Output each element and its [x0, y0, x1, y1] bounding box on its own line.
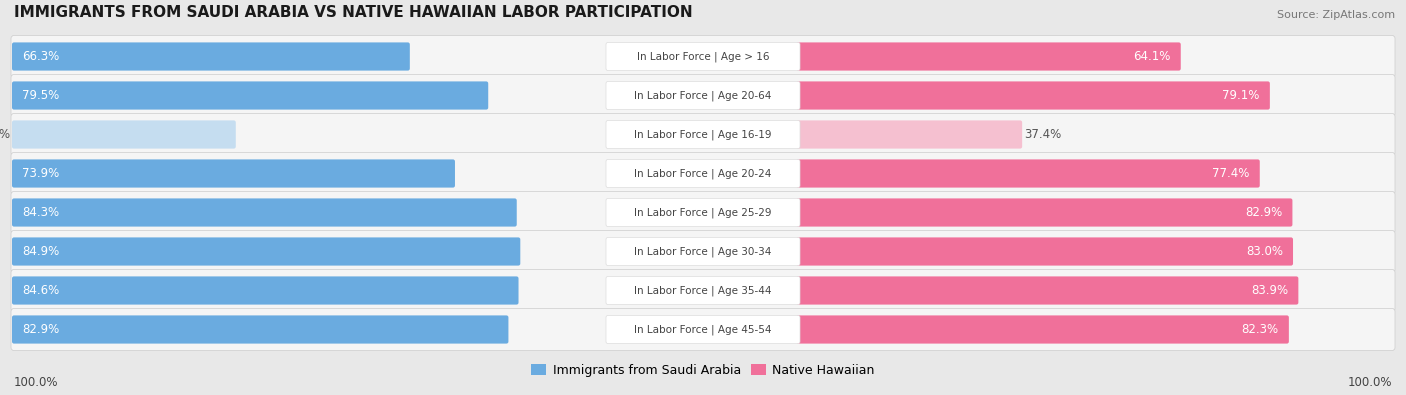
FancyBboxPatch shape: [13, 160, 456, 188]
FancyBboxPatch shape: [606, 237, 800, 265]
Text: 84.9%: 84.9%: [22, 245, 59, 258]
Text: 82.9%: 82.9%: [1246, 206, 1282, 219]
Text: 79.5%: 79.5%: [22, 89, 59, 102]
Text: 79.1%: 79.1%: [1222, 89, 1260, 102]
FancyBboxPatch shape: [796, 120, 1022, 149]
Text: In Labor Force | Age 20-64: In Labor Force | Age 20-64: [634, 90, 772, 101]
Text: 100.0%: 100.0%: [1347, 376, 1392, 389]
Text: 82.9%: 82.9%: [22, 323, 59, 336]
Text: 64.1%: 64.1%: [1133, 50, 1171, 63]
FancyBboxPatch shape: [11, 152, 1395, 194]
Text: 77.4%: 77.4%: [1212, 167, 1250, 180]
Text: 83.9%: 83.9%: [1251, 284, 1288, 297]
Text: In Labor Force | Age > 16: In Labor Force | Age > 16: [637, 51, 769, 62]
FancyBboxPatch shape: [796, 198, 1292, 227]
Text: Source: ZipAtlas.com: Source: ZipAtlas.com: [1277, 10, 1395, 20]
Text: In Labor Force | Age 25-29: In Labor Force | Age 25-29: [634, 207, 772, 218]
FancyBboxPatch shape: [796, 160, 1260, 188]
Text: 83.0%: 83.0%: [1246, 245, 1284, 258]
FancyBboxPatch shape: [13, 276, 519, 305]
Text: 84.3%: 84.3%: [22, 206, 59, 219]
FancyBboxPatch shape: [13, 42, 409, 71]
Text: In Labor Force | Age 35-44: In Labor Force | Age 35-44: [634, 285, 772, 296]
Text: 37.0%: 37.0%: [0, 128, 10, 141]
Text: In Labor Force | Age 45-54: In Labor Force | Age 45-54: [634, 324, 772, 335]
FancyBboxPatch shape: [13, 237, 520, 265]
FancyBboxPatch shape: [11, 308, 1395, 350]
FancyBboxPatch shape: [13, 81, 488, 109]
FancyBboxPatch shape: [796, 316, 1289, 344]
FancyBboxPatch shape: [606, 316, 800, 344]
FancyBboxPatch shape: [606, 198, 800, 227]
Text: 37.4%: 37.4%: [1024, 128, 1062, 141]
Text: In Labor Force | Age 16-19: In Labor Force | Age 16-19: [634, 129, 772, 140]
FancyBboxPatch shape: [796, 276, 1298, 305]
FancyBboxPatch shape: [796, 237, 1294, 265]
FancyBboxPatch shape: [796, 81, 1270, 109]
FancyBboxPatch shape: [606, 160, 800, 188]
Text: 82.3%: 82.3%: [1241, 323, 1279, 336]
FancyBboxPatch shape: [11, 75, 1395, 117]
FancyBboxPatch shape: [606, 81, 800, 109]
FancyBboxPatch shape: [11, 36, 1395, 77]
FancyBboxPatch shape: [13, 198, 517, 227]
Text: 66.3%: 66.3%: [22, 50, 59, 63]
FancyBboxPatch shape: [606, 42, 800, 71]
FancyBboxPatch shape: [13, 120, 236, 149]
Text: In Labor Force | Age 30-34: In Labor Force | Age 30-34: [634, 246, 772, 257]
Text: In Labor Force | Age 20-24: In Labor Force | Age 20-24: [634, 168, 772, 179]
Text: 73.9%: 73.9%: [22, 167, 59, 180]
FancyBboxPatch shape: [606, 276, 800, 305]
FancyBboxPatch shape: [11, 269, 1395, 312]
FancyBboxPatch shape: [11, 113, 1395, 156]
FancyBboxPatch shape: [11, 192, 1395, 233]
Text: 84.6%: 84.6%: [22, 284, 59, 297]
Text: 100.0%: 100.0%: [14, 376, 59, 389]
FancyBboxPatch shape: [13, 316, 509, 344]
Legend: Immigrants from Saudi Arabia, Native Hawaiian: Immigrants from Saudi Arabia, Native Haw…: [531, 364, 875, 377]
FancyBboxPatch shape: [796, 42, 1181, 71]
FancyBboxPatch shape: [11, 231, 1395, 273]
FancyBboxPatch shape: [606, 120, 800, 149]
Text: IMMIGRANTS FROM SAUDI ARABIA VS NATIVE HAWAIIAN LABOR PARTICIPATION: IMMIGRANTS FROM SAUDI ARABIA VS NATIVE H…: [14, 5, 693, 20]
